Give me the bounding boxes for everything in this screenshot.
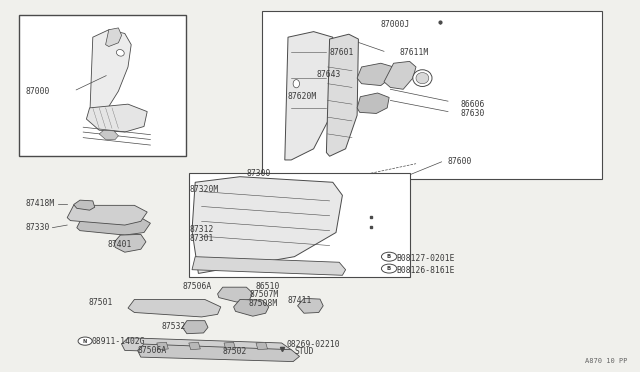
Text: 87620M: 87620M bbox=[287, 92, 317, 101]
Text: 87507M: 87507M bbox=[250, 290, 279, 299]
Polygon shape bbox=[90, 30, 131, 121]
Polygon shape bbox=[114, 234, 146, 252]
Text: 87532: 87532 bbox=[162, 322, 186, 331]
Circle shape bbox=[381, 264, 397, 273]
Polygon shape bbox=[86, 104, 147, 132]
Text: 86510: 86510 bbox=[256, 282, 280, 291]
Polygon shape bbox=[224, 342, 236, 350]
Text: 87643: 87643 bbox=[317, 70, 341, 79]
Text: 87601: 87601 bbox=[330, 48, 354, 57]
Text: B08127-0201E: B08127-0201E bbox=[397, 254, 455, 263]
Text: 87401: 87401 bbox=[108, 240, 132, 249]
Ellipse shape bbox=[116, 49, 124, 56]
Polygon shape bbox=[218, 287, 253, 302]
Polygon shape bbox=[182, 321, 208, 334]
Text: N: N bbox=[83, 339, 87, 344]
Text: 87320M: 87320M bbox=[189, 185, 219, 194]
Text: B: B bbox=[387, 266, 391, 271]
Text: 08269-02210: 08269-02210 bbox=[287, 340, 340, 349]
Polygon shape bbox=[77, 215, 150, 235]
Bar bbox=[189, 173, 410, 277]
Text: 87508M: 87508M bbox=[248, 299, 278, 308]
Polygon shape bbox=[189, 342, 200, 350]
Polygon shape bbox=[138, 344, 300, 362]
Text: 87312: 87312 bbox=[189, 225, 214, 234]
Polygon shape bbox=[298, 298, 323, 313]
Text: 87411: 87411 bbox=[288, 296, 312, 305]
Text: B08126-8161E: B08126-8161E bbox=[397, 266, 455, 275]
Polygon shape bbox=[384, 61, 416, 89]
Polygon shape bbox=[74, 200, 95, 210]
Text: STUD: STUD bbox=[294, 347, 314, 356]
Polygon shape bbox=[326, 34, 358, 156]
Polygon shape bbox=[256, 342, 268, 350]
Text: 87330: 87330 bbox=[26, 223, 50, 232]
Polygon shape bbox=[106, 28, 122, 46]
Text: 87300: 87300 bbox=[246, 169, 271, 178]
Polygon shape bbox=[157, 342, 168, 350]
Text: 87301: 87301 bbox=[189, 234, 214, 243]
Text: 87506A: 87506A bbox=[182, 282, 212, 291]
Text: 08911-1402G: 08911-1402G bbox=[92, 337, 145, 346]
Polygon shape bbox=[357, 93, 389, 113]
Text: 87630: 87630 bbox=[461, 109, 485, 118]
Text: 87501: 87501 bbox=[88, 298, 113, 307]
Bar bbox=[19, 15, 186, 156]
Polygon shape bbox=[234, 299, 269, 316]
Text: B: B bbox=[387, 254, 391, 259]
Ellipse shape bbox=[416, 73, 429, 84]
Ellipse shape bbox=[413, 70, 432, 86]
Polygon shape bbox=[192, 257, 346, 275]
Text: 87000: 87000 bbox=[26, 87, 50, 96]
Text: 87418M: 87418M bbox=[26, 199, 55, 208]
Polygon shape bbox=[357, 63, 394, 86]
Polygon shape bbox=[192, 177, 342, 273]
Ellipse shape bbox=[293, 80, 300, 88]
Polygon shape bbox=[67, 205, 147, 225]
Circle shape bbox=[381, 252, 397, 261]
Polygon shape bbox=[122, 338, 291, 355]
Text: 87600: 87600 bbox=[448, 157, 472, 166]
Text: A870 10 PP: A870 10 PP bbox=[585, 358, 627, 364]
Polygon shape bbox=[285, 32, 333, 160]
Circle shape bbox=[78, 337, 92, 345]
Text: 87000J: 87000J bbox=[381, 20, 410, 29]
Polygon shape bbox=[128, 299, 221, 317]
Text: 86606: 86606 bbox=[461, 100, 485, 109]
Text: 87611M: 87611M bbox=[400, 48, 429, 57]
Text: 87506A: 87506A bbox=[138, 346, 167, 355]
Text: 87502: 87502 bbox=[223, 347, 247, 356]
Bar bbox=[262, 11, 602, 179]
Polygon shape bbox=[99, 130, 118, 140]
